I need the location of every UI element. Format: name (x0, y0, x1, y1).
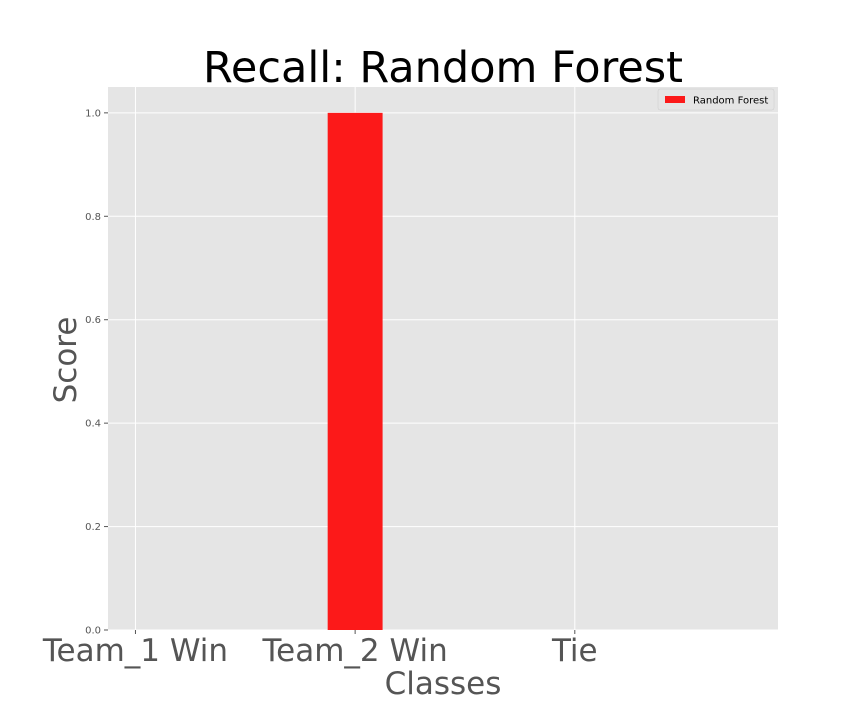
x-axis-label: Classes (385, 666, 502, 702)
y-tick-label: 0.2 (85, 522, 101, 533)
x-tick-label: Team_1 Win (42, 633, 228, 669)
y-tick-label: 0.0 (85, 626, 101, 637)
y-tick-label: 0.4 (85, 419, 101, 430)
x-axis: Team_1 Win Team_2 Win Tie (42, 630, 598, 669)
y-axis: 0.0 0.2 0.4 0.6 0.8 1.0 (85, 108, 108, 637)
grid (108, 87, 778, 631)
chart-title: Recall: Random Forest (203, 43, 683, 93)
legend: Random Forest (657, 88, 775, 111)
x-tick-label: Tie (551, 633, 598, 669)
y-tick-label: 0.8 (85, 212, 101, 223)
legend-box (657, 88, 775, 111)
bar-team-2-win (327, 112, 383, 631)
legend-label: Random Forest (693, 96, 768, 107)
y-axis-label: Score (48, 317, 84, 404)
legend-swatch (665, 96, 685, 103)
plot-area (108, 87, 778, 630)
x-tick-label: Team_2 Win (262, 633, 448, 669)
bars (327, 112, 383, 631)
y-tick-label: 1.0 (85, 108, 101, 119)
y-tick-label: 0.6 (85, 315, 101, 326)
